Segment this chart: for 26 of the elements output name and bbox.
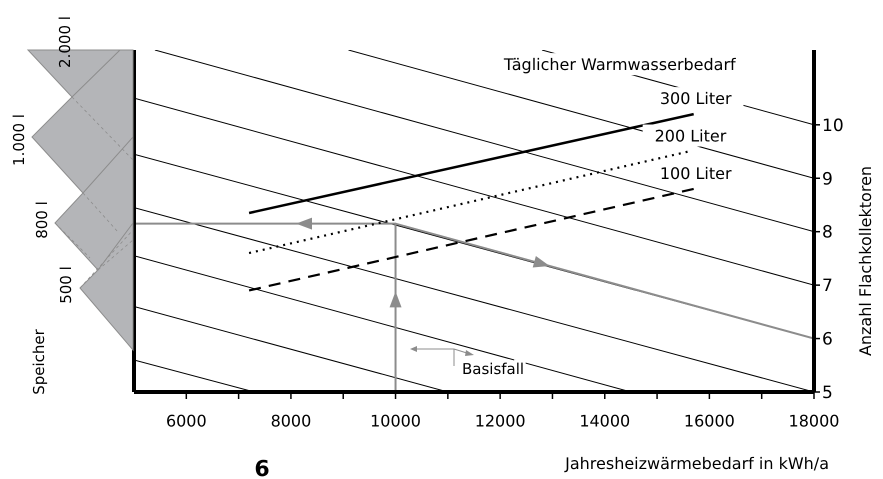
y-tick-label: 8 [822,222,833,243]
y-tick-label: 9 [822,169,833,190]
x-tick-label: 16000 [684,411,735,430]
x-tick-label: 10000 [370,411,421,430]
text: Speicher [30,328,48,395]
text: 6 [254,457,270,479]
series-label: 200 Liter [654,126,727,146]
y-tick-label: 6 [822,330,833,350]
text: 800 l [33,201,52,239]
text: 1.000 l [10,114,28,166]
y-tick-label: 10 [822,116,844,136]
x-axis-title: Jahresheizwärmebedarf in kWh/a [564,454,829,473]
x-tick-label: 18000 [788,411,840,430]
y-tick-label: 7 [822,276,833,296]
x-tick-label: 12000 [474,411,526,430]
y-axis-title: Anzahl Flachkollektoren [856,166,875,356]
legend-title: Täglicher Warmwasserbedarf [502,55,736,74]
series-label: 300 Liter [660,89,732,108]
x-tick-label: 6000 [166,411,207,430]
series-label: 100 Liter [660,164,732,183]
text: 500 l [57,266,76,304]
y-tick-label: 5 [822,383,833,404]
annotation: Basisfall [462,360,524,378]
text: 2.000 l [56,16,74,68]
x-tick-label: 14000 [579,411,630,430]
x-tick-label: 8000 [270,411,312,430]
